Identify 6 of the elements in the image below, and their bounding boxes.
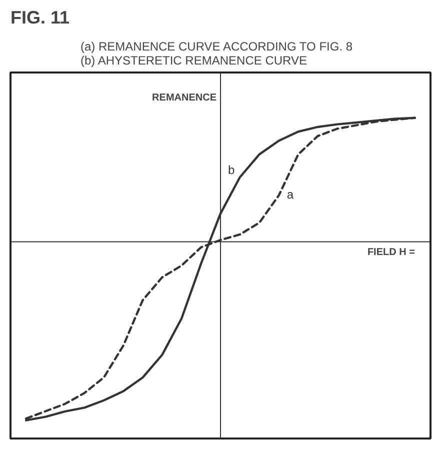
chart-subtitle: (a) REMANENCE CURVE ACCORDING TO FIG. 8 (b) AHYSTERETIC REMANENCE CURVE: [80, 40, 353, 68]
x-axis-title: FIELD H =: [367, 246, 416, 258]
chart-title: FIG. 11: [10, 8, 70, 28]
y-axis-title: REMANENCE: [152, 92, 217, 104]
series-label: a: [286, 187, 294, 202]
series-label: b: [228, 163, 235, 178]
